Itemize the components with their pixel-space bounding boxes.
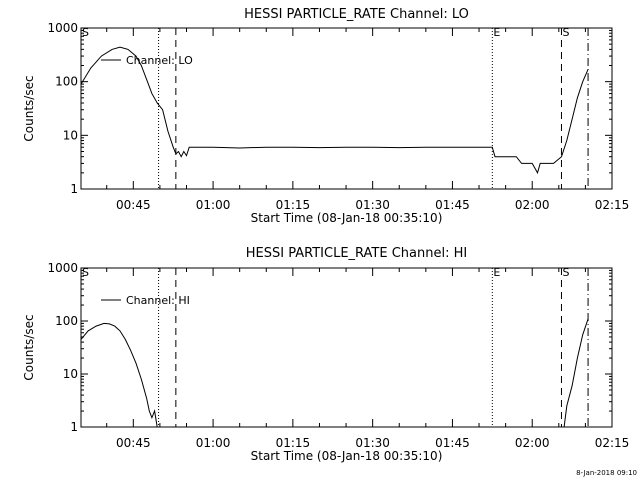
x-tick-label: 01:45 (435, 198, 470, 212)
x-tick-label: 01:15 (276, 198, 311, 212)
x-tick-label: 01:00 (196, 436, 231, 450)
x-tick-label: 00:45 (116, 436, 151, 450)
x-tick-label: 01:45 (435, 436, 470, 450)
chart-title: HESSI PARTICLE_RATE Channel: HI (246, 246, 467, 261)
event-marker-label: E (493, 266, 500, 279)
chart-title: HESSI PARTICLE_RATE Channel: LO (244, 7, 469, 22)
y-axis-label: Counts/sec (22, 75, 36, 141)
x-tick-label: 02:15 (595, 198, 630, 212)
event-marker-label: E (493, 26, 500, 39)
panel-hi: HESSI PARTICLE_RATE Channel: HI 1 10 100 100… (22, 246, 629, 463)
y-tick-label: 1000 (47, 21, 78, 35)
y-axis-label: Counts/sec (22, 314, 36, 380)
x-tick-label: 01:00 (196, 198, 231, 212)
x-tick-label: 01:15 (276, 436, 311, 450)
x-axis-label: Start Time (08-Jan-18 00:35:10) (251, 449, 443, 463)
x-tick-label: 02:00 (515, 198, 550, 212)
y-tick-label: 1 (70, 182, 78, 196)
legend-label: Channel: HI (126, 294, 190, 307)
x-tick-label: 02:15 (595, 436, 630, 450)
corner-marker-label: S (82, 26, 89, 39)
event-marker-label: S (562, 26, 569, 39)
y-tick-label: 1000 (47, 261, 78, 275)
y-tick-label: 100 (55, 75, 78, 89)
y-tick-label: 10 (63, 367, 78, 381)
x-axis-label: Start Time (08-Jan-18 00:35:10) (251, 211, 443, 225)
y-tick-label: 100 (55, 314, 78, 328)
plot-frame (80, 267, 613, 428)
plot-frame (80, 27, 613, 190)
x-tick-label: 01:30 (355, 198, 390, 212)
y-tick-label: 10 (63, 128, 78, 142)
series-line (80, 322, 158, 428)
footer-timestamp: 8-Jan-2018 09:10 (576, 469, 637, 477)
x-tick-label: 00:45 (116, 198, 151, 212)
event-marker-label: S (562, 266, 569, 279)
x-tick-label: 01:30 (355, 436, 390, 450)
x-tick-label: 02:00 (515, 436, 550, 450)
corner-marker-label: S (82, 266, 89, 279)
series-line (563, 318, 589, 428)
panel-lo: HESSI PARTICLE_RATE Channel: LO 1 10 100 100… (22, 7, 629, 225)
series-line (80, 46, 589, 175)
y-tick-label: 1 (70, 420, 78, 434)
legend-label: Channel: LO (126, 54, 193, 67)
